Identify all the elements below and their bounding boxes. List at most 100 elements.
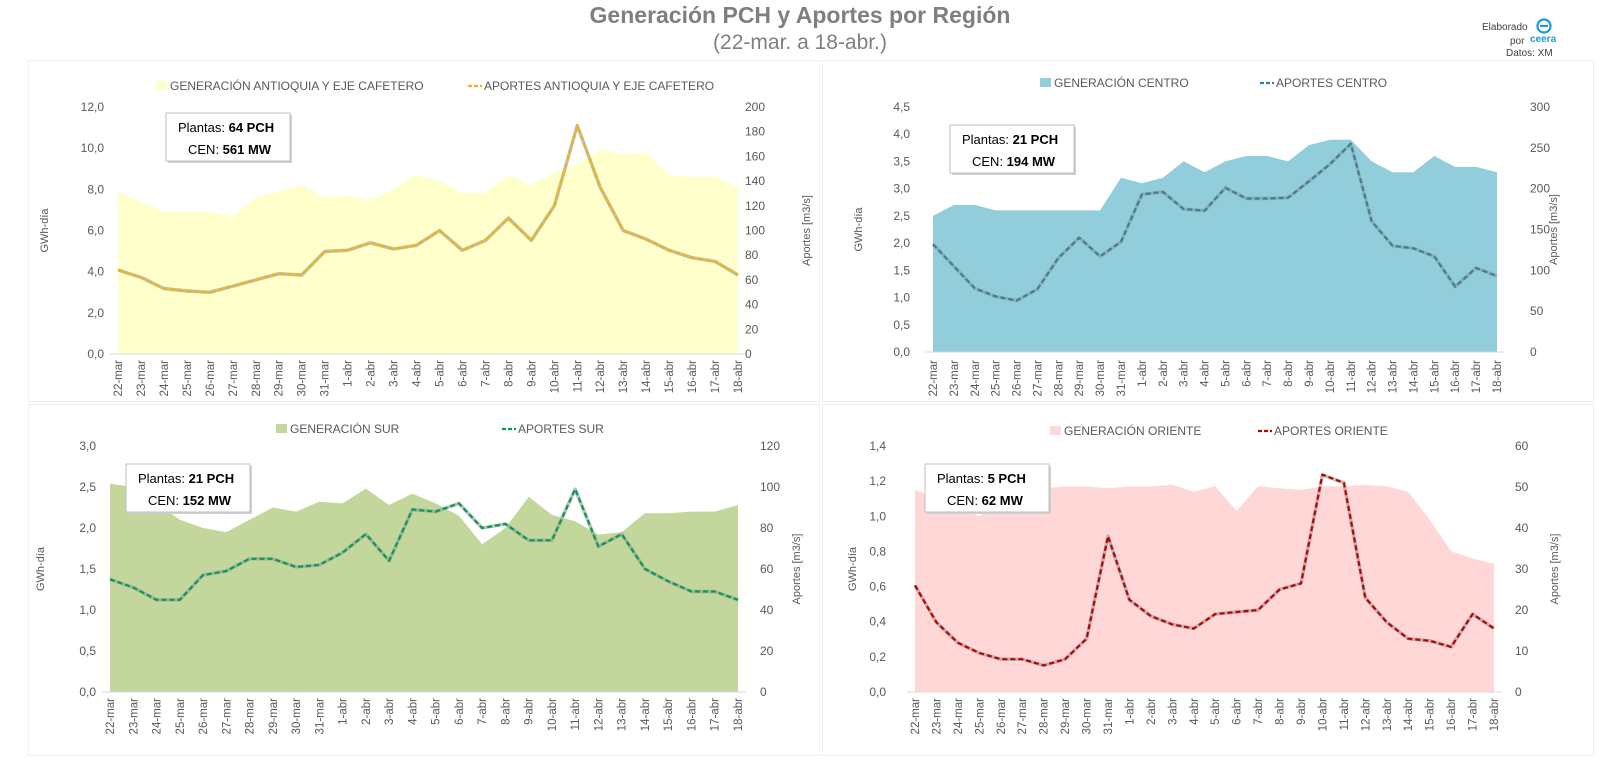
- x-tick-label: 24-mar: [152, 698, 164, 735]
- x-tick-label: 31-mar: [1103, 698, 1115, 735]
- y-tick-label: 0,5: [79, 644, 96, 658]
- y2-tick-label: 120: [760, 439, 780, 453]
- y2-tick-label: 40: [760, 603, 774, 617]
- x-tick-label: 26-mar: [205, 360, 217, 397]
- y-tick-label: 4,0: [893, 127, 910, 141]
- y-tick-label: 1,5: [79, 562, 96, 576]
- x-tick-label: 27-mar: [228, 360, 240, 397]
- y-tick-label: 0,0: [87, 347, 104, 361]
- cen-value: 561 MW: [223, 142, 272, 157]
- x-tick-label: 31-mar: [320, 360, 332, 397]
- y2-axis-title: Aportes [m3/s]: [801, 195, 813, 266]
- y2-axis-title: Aportes [m3/s]: [1548, 194, 1560, 265]
- x-tick-label: 14-abr: [1408, 360, 1420, 393]
- y2-tick-label: 80: [745, 248, 759, 262]
- credit-block: Elaborado por ceera Datos: XM: [1470, 18, 1595, 63]
- y-tick-label: 0,2: [869, 650, 886, 664]
- y-tick-label: 0,0: [893, 345, 910, 359]
- y-tick-label: 4,5: [893, 100, 910, 114]
- x-tick-label: 11-abr: [570, 698, 582, 731]
- y-tick-label: 2,5: [893, 209, 910, 223]
- chart-centro: 0,0 0,5 1,0 1,5 2,0 2,5 3,0 3,5 4,0 4,5 0 50 100 150 2…: [853, 75, 1560, 396]
- legend-label-line: APORTES CENTRO: [1276, 76, 1387, 90]
- legend-label-area: GENERACIÓN ANTIOQUIA Y EJE CAFETERO: [170, 78, 424, 93]
- y2-tick-label: 150: [1530, 223, 1550, 237]
- x-tick-label: 18-abr: [733, 698, 745, 731]
- y2-tick-label: 20: [745, 322, 759, 336]
- y-axis-title: GWh-día: [853, 207, 865, 252]
- cen-label: CEN:: [188, 142, 223, 157]
- y2-tick-label: 30: [1515, 562, 1529, 576]
- page-title: Generación PCH y Aportes por Región: [589, 2, 1011, 28]
- x-tick-label: 4-abr: [407, 698, 419, 725]
- cen-label: CEN:: [148, 493, 183, 508]
- x-tick-label: 8-abr: [503, 360, 515, 387]
- ceera-logo-icon: [1536, 18, 1552, 34]
- legend-swatch-area: [156, 81, 167, 90]
- y-tick-label: 0,4: [869, 615, 886, 629]
- credit-elaborado: Elaborado: [1482, 22, 1528, 33]
- x-tick-label: 25-mar: [991, 360, 1003, 397]
- x-tick-label: 16-abr: [1450, 360, 1462, 393]
- x-tick-label: 17-abr: [710, 360, 722, 393]
- x-tick-label: 15-abr: [664, 360, 676, 393]
- x-tick-label: 25-mar: [182, 360, 194, 397]
- x-tick-label: 4-abr: [412, 360, 424, 387]
- x-tick-label: 1-abr: [338, 698, 350, 725]
- x-tick-label: 30-mar: [1082, 698, 1094, 735]
- y-tick-label: 4,0: [87, 265, 104, 279]
- plants-label: Plantas:: [178, 120, 229, 135]
- plants-info: Plantas: 64 PCH: [178, 120, 274, 135]
- x-tick-label: 7-abr: [1262, 360, 1274, 387]
- x-tick-label: 1-abr: [1124, 698, 1136, 725]
- x-tick-label: 11-abr: [572, 360, 584, 393]
- x-tick-label: 16-abr: [1446, 698, 1458, 731]
- x-tick-label: 23-mar: [949, 360, 961, 397]
- x-tick-label: 11-abr: [1346, 360, 1358, 393]
- y-tick-label: 0,0: [79, 685, 96, 699]
- x-tick-label: 10-abr: [549, 360, 561, 393]
- y2-tick-label: 200: [1530, 182, 1550, 196]
- plants-value: 21 PCH: [189, 471, 235, 486]
- y2-axis-title: Aportes [m3/s]: [791, 534, 803, 605]
- y-tick-label: 2,0: [893, 236, 910, 250]
- x-tick-label: 26-mar: [1012, 360, 1024, 397]
- y-tick-label: 1,2: [869, 474, 886, 488]
- cen-info: CEN: 561 MW: [188, 142, 272, 157]
- legend-swatch-area: [1050, 426, 1061, 435]
- x-tick-label: 14-abr: [640, 698, 652, 731]
- x-tick-label: 22-mar: [910, 698, 922, 735]
- y2-tick-label: 50: [1515, 480, 1529, 494]
- x-tick-label: 27-mar: [221, 698, 233, 735]
- x-tick-label: 3-abr: [1179, 360, 1191, 387]
- x-tick-label: 28-mar: [1053, 360, 1065, 397]
- x-tick-label: 29-mar: [274, 360, 286, 397]
- x-tick-label: 18-abr: [733, 360, 745, 393]
- legend-swatch-area: [1040, 78, 1051, 87]
- x-tick-label: 24-mar: [953, 698, 965, 735]
- x-tick-label: 4-abr: [1189, 698, 1201, 725]
- y-tick-label: 12,0: [81, 100, 105, 114]
- y2-tick-label: 80: [760, 521, 774, 535]
- x-tick-label: 1-abr: [343, 360, 355, 387]
- x-tick-label: 3-abr: [1167, 698, 1179, 725]
- y-tick-label: 0,5: [893, 318, 910, 332]
- cen-value: 152 MW: [183, 493, 232, 508]
- y2-tick-label: 250: [1530, 141, 1550, 155]
- x-tick-label: 18-abr: [1492, 360, 1504, 393]
- x-tick-label: 2-abr: [361, 698, 373, 725]
- y-tick-label: 0,6: [869, 580, 886, 594]
- x-tick-label: 29-mar: [1074, 360, 1086, 397]
- x-tick-label: 16-abr: [687, 360, 699, 393]
- x-tick-label: 5-abr: [1220, 360, 1232, 387]
- x-tick-label: 10-abr: [1325, 360, 1337, 393]
- y2-tick-label: 10: [1515, 644, 1529, 658]
- x-tick-label: 29-mar: [1060, 698, 1072, 735]
- area-series-oriente: [915, 484, 1494, 692]
- x-tick-label: 26-mar: [198, 698, 210, 735]
- cen-info: CEN: 194 MW: [972, 154, 1056, 169]
- y2-tick-label: 60: [1515, 439, 1529, 453]
- x-tick-label: 1-abr: [1137, 360, 1149, 387]
- x-tick-label: 2-abr: [366, 360, 378, 387]
- x-tick-label: 5-abr: [431, 698, 443, 725]
